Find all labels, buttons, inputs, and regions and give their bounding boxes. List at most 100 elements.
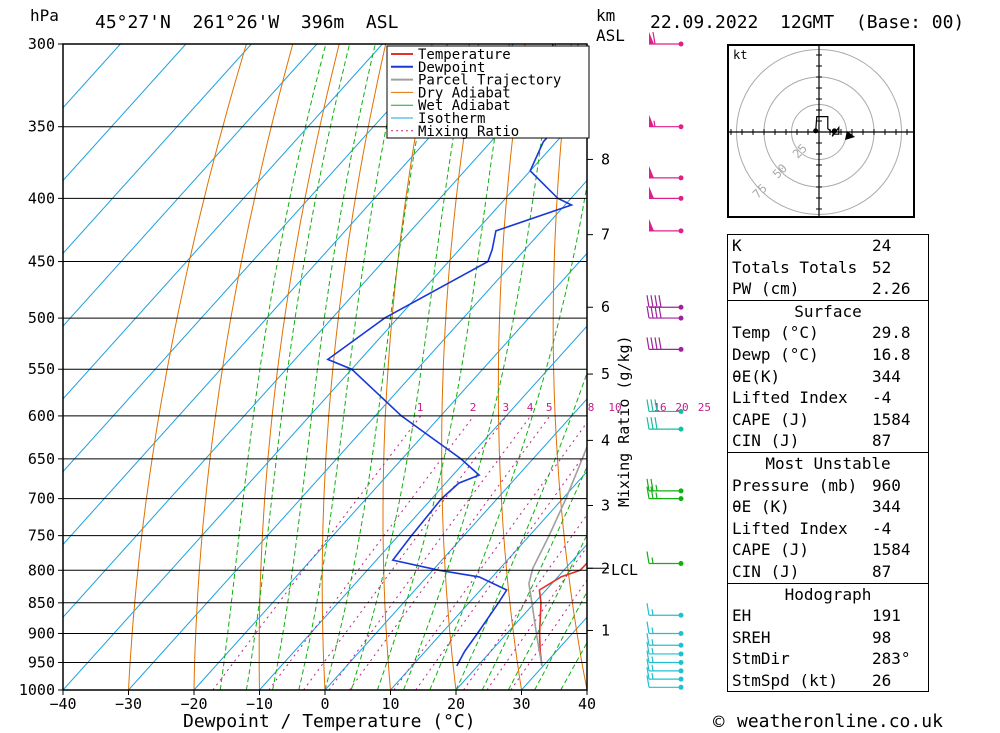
wet-adiabat-line <box>219 44 327 690</box>
temperature-tick-label: −10 <box>246 695 273 713</box>
wind-barb-dot <box>678 612 684 618</box>
hodograph-unit: kt <box>733 48 747 62</box>
wet-adiabat-line <box>507 533 587 690</box>
dewpoint-profile <box>326 44 574 667</box>
most-unstable-rows: Pressure (mb) 960 θE (K) 344 Lifted Index -4 C… <box>728 475 928 583</box>
stat-row: Totals Totals 52 <box>728 257 928 279</box>
temperature-tick-label: 20 <box>447 695 465 713</box>
temperature-tick-label: 10 <box>381 695 399 713</box>
stat-row: K 24 <box>728 235 928 257</box>
stat-label: PW (cm) <box>732 279 800 299</box>
stat-value: 24 <box>872 236 892 255</box>
wind-barb-feather <box>650 337 654 350</box>
stat-label: Dewp (°C) <box>732 344 819 364</box>
stat-row: CAPE (J) 1584 <box>728 539 928 561</box>
pressure-tick-label: 300 <box>28 35 55 53</box>
pressure-tick-label: 850 <box>28 594 55 612</box>
surface-title: Surface <box>794 301 862 321</box>
stat-row: StmSpd (kt) 26 <box>728 670 928 692</box>
wind-barb-feather <box>654 295 658 308</box>
dry-adiabat-line <box>943 44 1000 690</box>
stat-label: Temp (°C) <box>732 323 819 343</box>
wind-barb-dot <box>678 684 684 690</box>
km-unit-label: km <box>596 6 615 25</box>
wind-barb-dot <box>678 408 684 414</box>
mixing-ratio-tick-label: 8 <box>588 401 595 414</box>
dry-adiabat-line <box>658 44 718 690</box>
wind-barb-feather <box>646 675 650 688</box>
isotherm-line <box>63 44 514 546</box>
stat-row: Lifted Index -4 <box>728 387 928 409</box>
legend-label: Dewpoint <box>418 60 485 76</box>
wind-barb-feather <box>646 641 650 655</box>
stat-value: 283° <box>872 649 911 669</box>
wind-barb-half-feather <box>651 609 654 616</box>
wet-adiabat-line <box>481 465 587 690</box>
wind-barb-flag <box>649 32 654 44</box>
wind-barb-dot <box>678 124 684 130</box>
km-tick-label: 1 <box>601 621 610 639</box>
wind-barb-dot <box>678 659 684 665</box>
isotherm-line <box>128 179 587 690</box>
wind-barb-feather <box>658 295 662 308</box>
temperature-tick-label: 30 <box>512 695 530 713</box>
wind-barb-feather <box>646 551 650 564</box>
wind-barb-feather <box>658 337 662 350</box>
pressure-tick-label: 550 <box>28 360 55 378</box>
stat-value: 191 <box>872 606 901 626</box>
datetime-label: 22.09.2022 12GMT (Base: 00) <box>650 12 964 33</box>
stat-value: 98 <box>872 627 892 647</box>
pressure-tick-label: 400 <box>28 189 55 207</box>
wind-barb-feather <box>646 486 650 499</box>
wet-adiabat-line <box>245 44 351 690</box>
dry-adiabat-line <box>128 44 247 690</box>
km-tick-label: 3 <box>601 496 610 514</box>
legend-label: Mixing Ratio <box>418 124 519 140</box>
mixing-ratio-line <box>303 415 507 690</box>
wind-barb-half-feather <box>651 647 654 655</box>
stat-row: CIN (J) 87 <box>728 561 928 583</box>
footer-copyright: © <box>713 711 725 733</box>
wind-barb-flag <box>649 165 654 178</box>
pressure-tick-label: 1000 <box>19 681 55 699</box>
most-unstable-title: Most Unstable <box>765 453 891 473</box>
pressure-tick-label: 500 <box>28 309 55 327</box>
km-tick-label: 5 <box>601 365 610 383</box>
mixing-ratio-tick-label: 10 <box>608 401 621 414</box>
wind-barb-feather <box>650 486 654 499</box>
mixing-ratio-tick-label: 25 <box>698 401 711 414</box>
mixing-ratio-tick-label: 1 <box>417 401 424 414</box>
stat-value: 26 <box>872 670 892 690</box>
stat-row: Lifted Index -4 <box>728 518 928 540</box>
stat-label: Pressure (mb) <box>732 475 858 495</box>
parcel-trajectory <box>528 444 587 667</box>
stat-label: CIN (J) <box>732 431 800 451</box>
isotherm-line <box>63 107 587 690</box>
x-axis-title: Dewpoint / Temperature (°C) <box>183 711 476 732</box>
wind-barb-dot <box>678 195 684 201</box>
stat-label: Totals Totals <box>732 257 858 277</box>
pressure-tick-label: 900 <box>28 624 55 642</box>
km-tick-label: 7 <box>601 226 610 244</box>
temperature-tick-label: 0 <box>320 695 329 713</box>
isotherm-line <box>193 252 587 690</box>
stat-row: EH 191 <box>728 605 928 627</box>
km-tick-label: 6 <box>601 298 610 316</box>
km-tick-label: 8 <box>601 150 610 168</box>
wind-barb-feather <box>646 650 650 663</box>
stat-label: CIN (J) <box>732 561 800 581</box>
surface-rows: Temp (°C) 29.8 Dewp (°C) 16.8 θE(K) 344 Lifted… <box>728 322 928 452</box>
mixing-ratio-tick-label: 2 <box>470 401 477 414</box>
wind-barb-dot <box>678 496 684 502</box>
stat-row: Dewp (°C) 16.8 <box>728 344 928 366</box>
stat-value: 344 <box>872 497 901 517</box>
mixing-ratio-line <box>268 415 475 690</box>
stat-row: StmDir 283° <box>728 648 928 670</box>
wind-barb-dot <box>678 315 684 321</box>
pressure-tick-label: 450 <box>28 253 55 271</box>
wind-barb-feather <box>646 603 650 616</box>
wind-barb-dot <box>678 488 684 494</box>
mixing-ratio-tick-label: 3 <box>503 401 510 414</box>
indices-panel: K 24 Totals Totals 52 PW (cm) 2.26 Surface Te… <box>727 234 929 693</box>
isotherm-line <box>324 398 587 690</box>
